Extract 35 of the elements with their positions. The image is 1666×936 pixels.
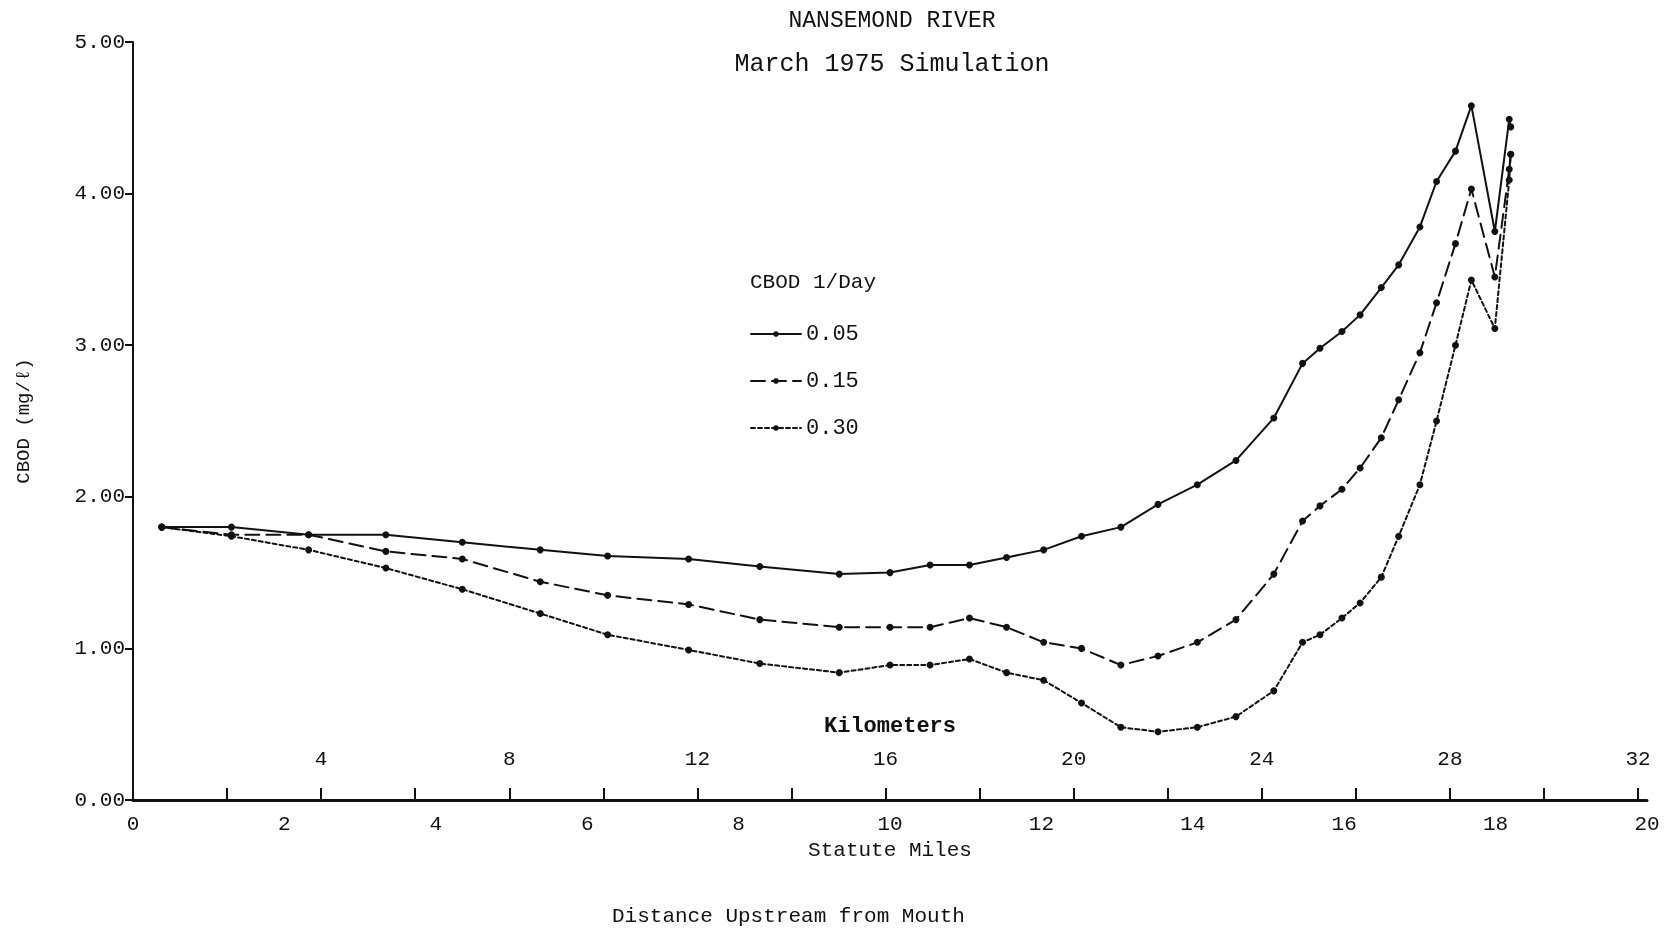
y-tick-label: 4.00 (74, 182, 125, 206)
legend-label: 0.30 (806, 415, 859, 441)
chart-subtitle: March 1975 Simulation (734, 50, 1050, 79)
x2-tick-label: 8 (502, 748, 516, 771)
text: Distance Upstream from Mouth (612, 905, 965, 928)
x2-tick-label: 4 (314, 748, 328, 771)
x-tick-label: 18 (1482, 813, 1509, 836)
y-tick-label: 1.00 (74, 636, 125, 660)
x-tick-label: 8 (732, 813, 745, 836)
x-tick-label: 10 (877, 813, 903, 836)
y-tick-label: 2.00 (74, 485, 125, 509)
chart-title: NANSEMOND RIVER (788, 7, 996, 34)
y-tick-label: 3.00 (74, 333, 125, 357)
x-tick-label: 20 (1634, 813, 1660, 836)
x2-tick-label: 12 (684, 748, 711, 771)
x-tick-label: 4 (429, 813, 443, 836)
x2-tick-label: 16 (872, 748, 899, 771)
x-tick-label: 16 (1331, 813, 1357, 836)
legend-label: 0.15 (806, 368, 859, 394)
x-tick-label: 12 (1028, 813, 1055, 836)
y-tick-label: 0.00 (74, 788, 125, 812)
x-tick-label: 14 (1180, 813, 1206, 836)
x2-tick-label: 32 (1625, 748, 1651, 771)
x-axis-title: Statute Miles (808, 838, 972, 862)
x2-axis-title: Kilometers (823, 713, 957, 739)
x2-tick-label: 24 (1249, 748, 1275, 771)
x-tick-label: 0 (126, 813, 140, 836)
x2-tick-label: 20 (1061, 748, 1087, 771)
legend-label: 0.05 (806, 321, 859, 347)
y-axis-title: CBOD (mg/ℓ) (12, 358, 35, 484)
y-tick-label: 5.00 (74, 30, 125, 54)
legend-title: CBOD 1/Day (750, 271, 877, 294)
x-tick-label: 6 (580, 813, 594, 836)
x2-tick-label: 28 (1437, 748, 1463, 771)
x-tick-label: 2 (278, 813, 291, 836)
